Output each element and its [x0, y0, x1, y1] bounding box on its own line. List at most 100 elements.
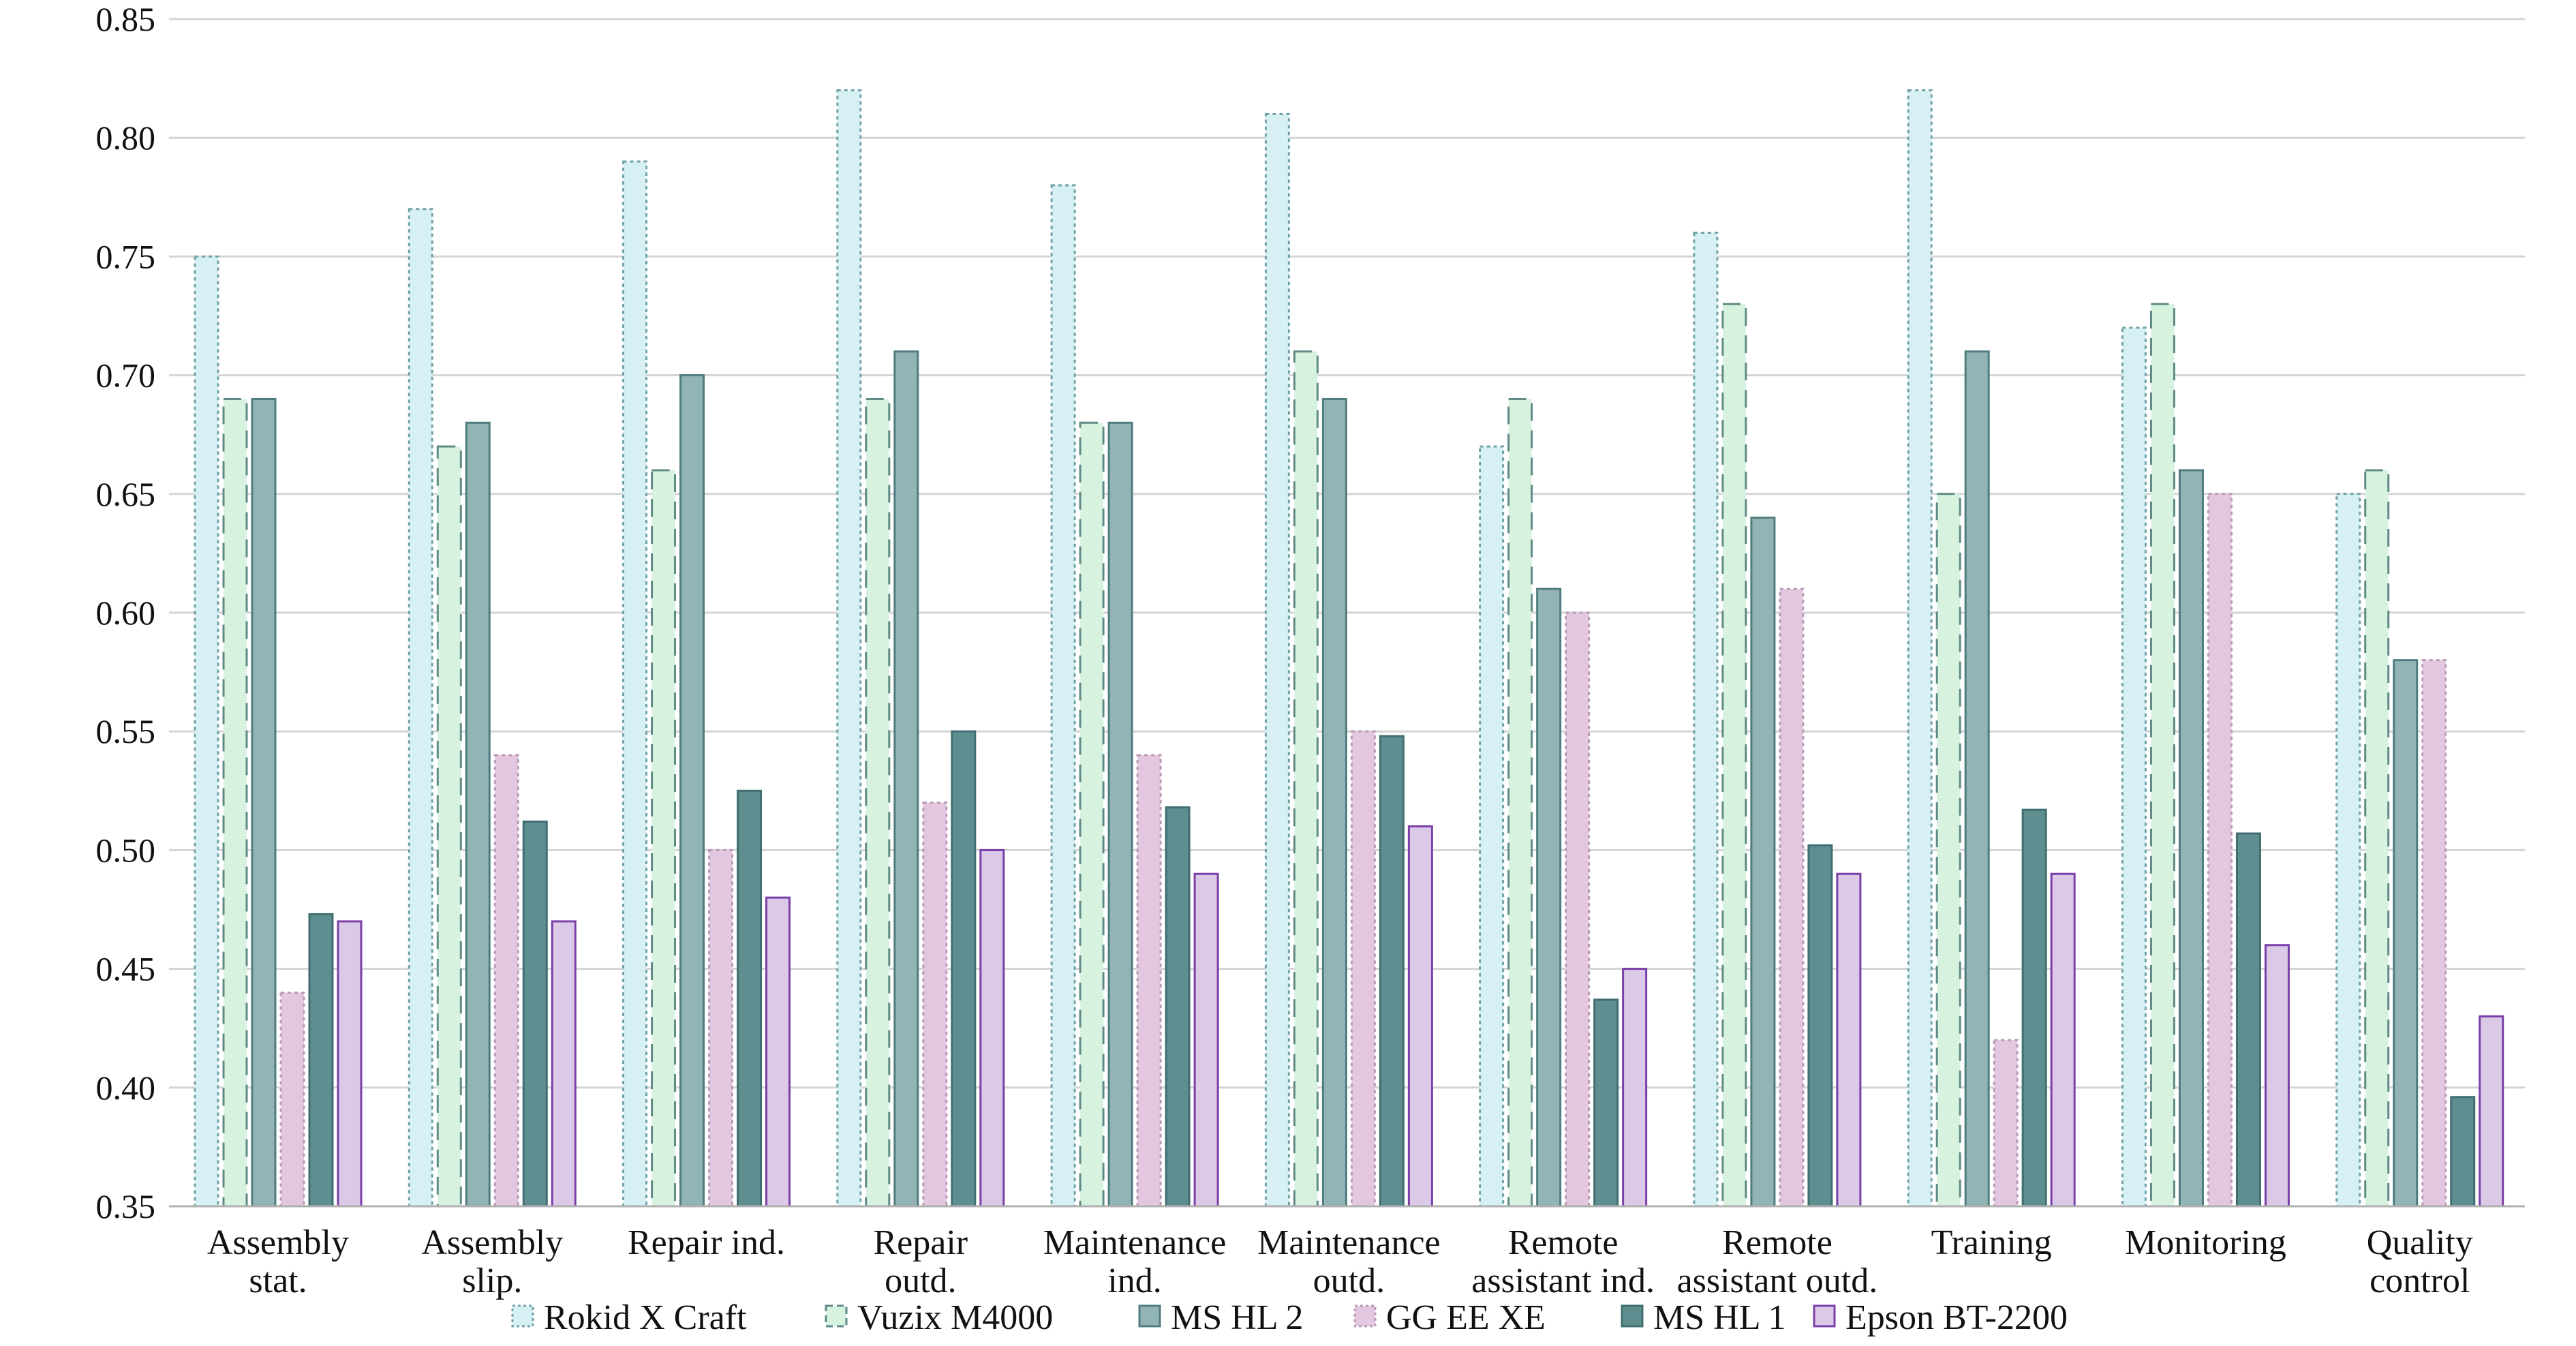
bar [2149, 303, 2175, 1208]
y-tick-label: 0.55 [96, 712, 156, 750]
legend-swatch [1138, 1304, 1161, 1328]
x-category-label: Training [1931, 1223, 2052, 1262]
bar [1779, 587, 1805, 1208]
x-category-label: Quality control [2367, 1223, 2473, 1300]
bar [1050, 184, 1076, 1208]
y-tick-label: 0.35 [96, 1187, 156, 1225]
x-category-label: Repair ind. [628, 1223, 785, 1262]
bar [1622, 968, 1648, 1208]
x-category-label: Repair outd. [874, 1223, 968, 1300]
bar [737, 789, 763, 1208]
bar [1079, 421, 1105, 1208]
bar [679, 374, 705, 1208]
y-tick-label: 0.80 [96, 119, 156, 157]
bar [1836, 872, 1862, 1208]
y-tick-label: 0.65 [96, 475, 156, 513]
legend-swatch [1621, 1304, 1644, 1328]
bar [836, 89, 862, 1208]
y-axis-ticks: 0.35 0.40 0.45 0.50 0.55 0.60 0.65 0.70 0.75 0.80… [96, 0, 156, 1225]
y-tick-label: 0.60 [96, 594, 156, 632]
bar [1935, 493, 1961, 1208]
bar [1964, 350, 1990, 1208]
bar [279, 991, 305, 1208]
bar [1721, 303, 1747, 1208]
bar [194, 255, 219, 1208]
bars [194, 89, 2504, 1208]
bar [493, 754, 519, 1208]
bar [337, 920, 363, 1208]
bar [1479, 445, 1505, 1208]
bar [2207, 493, 2233, 1208]
bar [251, 397, 277, 1208]
bar [922, 801, 948, 1208]
x-category-label: Remote assistant ind. [1471, 1223, 1655, 1300]
y-tick-label: 0.45 [96, 950, 156, 988]
y-tick-label: 0.70 [96, 356, 156, 395]
bar [408, 208, 433, 1208]
bar [2021, 808, 2047, 1208]
y-tick-label: 0.40 [96, 1069, 156, 1107]
bar [651, 469, 677, 1208]
legend-swatch [511, 1304, 534, 1328]
bar [1293, 350, 1319, 1208]
x-category-label: Assembly slip. [421, 1223, 563, 1300]
bar [2450, 1096, 2476, 1208]
bar [1693, 232, 1719, 1208]
bar [222, 397, 248, 1208]
bar [1350, 730, 1376, 1208]
legend-label: MS HL 1 [1653, 1298, 1786, 1337]
bar [2264, 944, 2290, 1208]
bar [979, 848, 1005, 1208]
legend-label: MS HL 2 [1171, 1298, 1304, 1337]
bar [951, 730, 977, 1208]
legend: Rokid X Craft Vuzix M4000 MS HL 2 GG EE XE M… [511, 1298, 2068, 1337]
x-category-label: Remote assistant outd. [1677, 1223, 1878, 1300]
legend-label: Vuzix M4000 [857, 1298, 1053, 1337]
y-tick-label: 0.50 [96, 831, 156, 869]
bar [865, 397, 891, 1208]
bar [2479, 1015, 2504, 1208]
bar [436, 445, 462, 1208]
bar [2421, 659, 2447, 1208]
bar [1193, 872, 1219, 1208]
bar [1264, 112, 1290, 1208]
y-tick-label: 0.75 [96, 237, 156, 275]
bar [2335, 493, 2361, 1208]
bar [1907, 89, 1933, 1208]
bar [893, 350, 919, 1208]
bar [465, 421, 491, 1208]
legend-swatch [825, 1304, 848, 1328]
bar [708, 848, 734, 1208]
bar [1379, 735, 1405, 1208]
legend-label: Rokid X Craft [544, 1298, 747, 1337]
bar [308, 913, 334, 1208]
bar [1136, 754, 1162, 1208]
bar [765, 896, 791, 1208]
bar [522, 821, 548, 1208]
y-tick-label: 0.85 [96, 0, 156, 38]
legend-label: GG EE XE [1386, 1298, 1546, 1337]
bar [1107, 421, 1133, 1208]
bar [622, 160, 648, 1208]
bar [1507, 397, 1533, 1208]
bar [1321, 397, 1347, 1208]
bar [1750, 517, 1776, 1208]
x-category-label: Maintenance ind. [1043, 1223, 1227, 1300]
bar [1536, 587, 1562, 1208]
bar [1993, 1039, 2019, 1208]
bar [1165, 806, 1191, 1208]
bar [551, 920, 577, 1208]
legend-swatch [1813, 1304, 1836, 1328]
bar [2178, 469, 2204, 1208]
x-category-label: Assembly stat. [207, 1223, 349, 1300]
x-category-label: Monitoring [2125, 1223, 2286, 1262]
bar [2364, 469, 2390, 1208]
legend-swatch [1353, 1304, 1377, 1328]
bar [2235, 832, 2261, 1208]
bar [1593, 998, 1619, 1208]
bar [1565, 611, 1591, 1208]
bar [2393, 659, 2419, 1208]
bar [2050, 872, 2076, 1208]
